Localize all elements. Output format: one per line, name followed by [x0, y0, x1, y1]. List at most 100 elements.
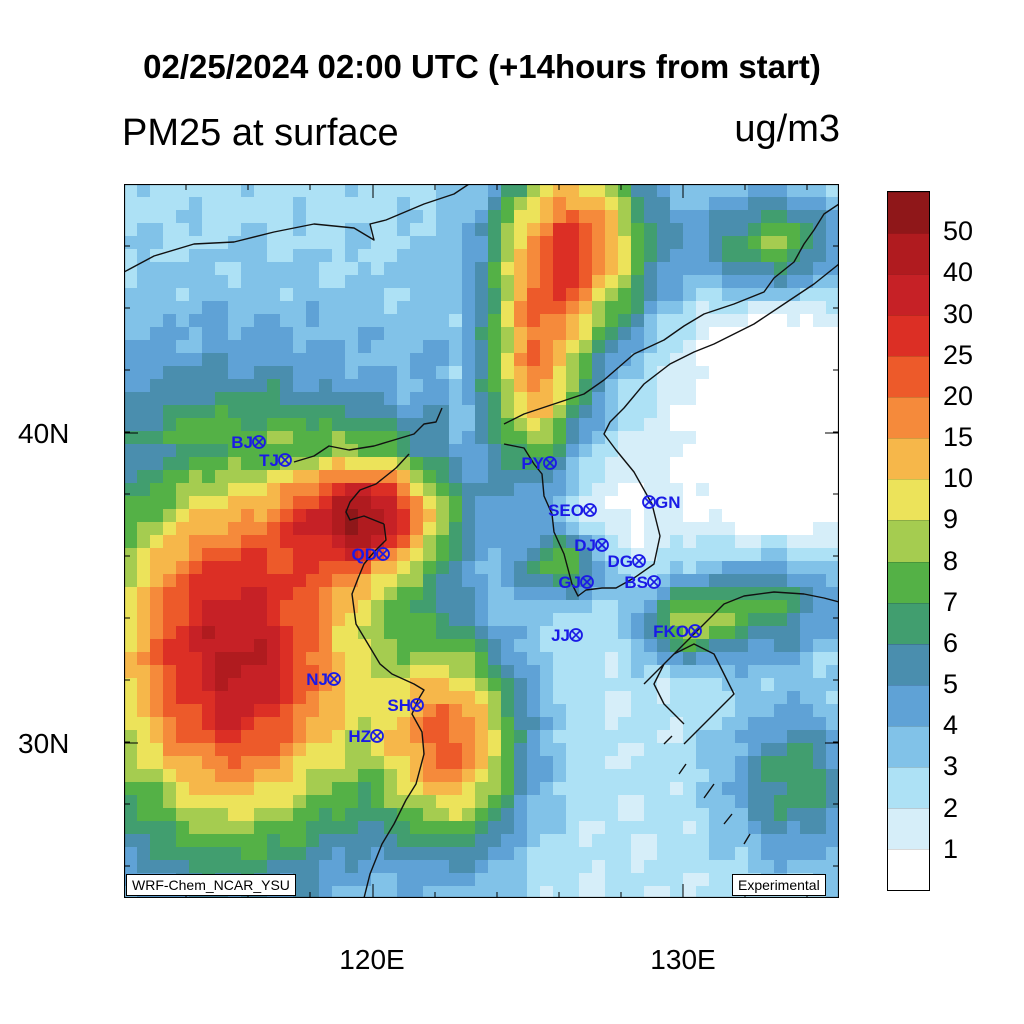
field-cell — [319, 314, 333, 328]
field-cell — [475, 743, 489, 757]
field-cell — [553, 379, 567, 393]
field-cell — [800, 275, 814, 289]
field-cell — [319, 457, 333, 471]
field-cell — [384, 795, 398, 809]
field-cell — [579, 509, 593, 523]
field-cell — [371, 353, 385, 367]
field-cell — [241, 184, 255, 198]
field-cell — [683, 847, 697, 861]
field-cell — [514, 496, 528, 510]
field-cell — [293, 782, 307, 796]
field-cell — [670, 561, 684, 575]
field-cell — [553, 223, 567, 237]
field-cell — [293, 613, 307, 627]
field-cell — [488, 184, 502, 198]
field-cell — [254, 704, 268, 718]
field-cell — [527, 873, 541, 887]
field-cell — [319, 275, 333, 289]
field-cell — [371, 327, 385, 341]
station-qd: QD — [352, 545, 390, 564]
field-cell — [735, 600, 749, 614]
field-cell — [241, 782, 255, 796]
field-cell — [241, 613, 255, 627]
field-cell — [449, 795, 463, 809]
field-cell — [657, 184, 671, 198]
field-cell — [761, 860, 775, 874]
station-cross-icon — [372, 731, 382, 741]
field-cell — [592, 431, 606, 445]
field-cell — [202, 847, 216, 861]
field-cell — [410, 275, 424, 289]
field-cell — [423, 275, 437, 289]
field-cell — [423, 236, 437, 250]
field-cell — [462, 756, 476, 770]
field-cell — [644, 782, 658, 796]
coastline-korea — [503, 263, 839, 597]
field-cell — [319, 379, 333, 393]
field-cell — [748, 613, 762, 627]
field-cell — [332, 691, 346, 705]
field-cell — [670, 574, 684, 588]
field-cell — [436, 184, 450, 198]
field-cell — [306, 886, 320, 898]
field-cell — [319, 392, 333, 406]
field-cell — [657, 197, 671, 211]
field-cell — [735, 249, 749, 263]
field-cell — [228, 678, 242, 692]
field-cell — [475, 769, 489, 783]
field-cell — [332, 860, 346, 874]
field-cell — [657, 886, 671, 898]
field-cell — [800, 470, 814, 484]
field-cell — [566, 847, 580, 861]
field-cell — [306, 548, 320, 562]
field-cell — [423, 587, 437, 601]
field-cell — [540, 626, 554, 640]
field-cell — [540, 795, 554, 809]
field-cell — [267, 600, 281, 614]
field-cell — [826, 808, 839, 822]
field-cell — [137, 769, 151, 783]
field-cell — [293, 340, 307, 354]
field-cell — [384, 561, 398, 575]
field-cell — [800, 548, 814, 562]
field-cell — [449, 249, 463, 263]
field-cell — [696, 223, 710, 237]
field-cell — [592, 808, 606, 822]
field-cell — [319, 626, 333, 640]
field-cell — [449, 236, 463, 250]
station-marker-icon — [642, 495, 656, 509]
field-cell — [735, 730, 749, 744]
field-cell — [345, 327, 359, 341]
field-cell — [800, 756, 814, 770]
field-cell — [553, 275, 567, 289]
field-cell — [449, 379, 463, 393]
field-cell — [241, 587, 255, 601]
field-cell — [410, 730, 424, 744]
field-cell — [709, 756, 723, 770]
station-label: FKO — [653, 622, 689, 641]
field-cell — [150, 691, 164, 705]
field-cell — [696, 210, 710, 224]
field-cell — [514, 392, 528, 406]
field-cell — [124, 470, 138, 484]
field-cell — [696, 314, 710, 328]
field-cell — [592, 509, 606, 523]
field-cell — [488, 574, 502, 588]
field-cell — [397, 327, 411, 341]
field-cell — [761, 639, 775, 653]
field-cell — [241, 574, 255, 588]
field-cell — [709, 678, 723, 692]
field-cell — [566, 223, 580, 237]
field-cell — [462, 327, 476, 341]
field-cell — [150, 626, 164, 640]
field-cell — [475, 678, 489, 692]
field-cell — [267, 405, 281, 419]
field-cell — [735, 717, 749, 731]
field-cell — [163, 444, 177, 458]
field-cell — [813, 535, 827, 549]
field-cell — [631, 314, 645, 328]
field-cell — [683, 782, 697, 796]
field-cell — [189, 795, 203, 809]
